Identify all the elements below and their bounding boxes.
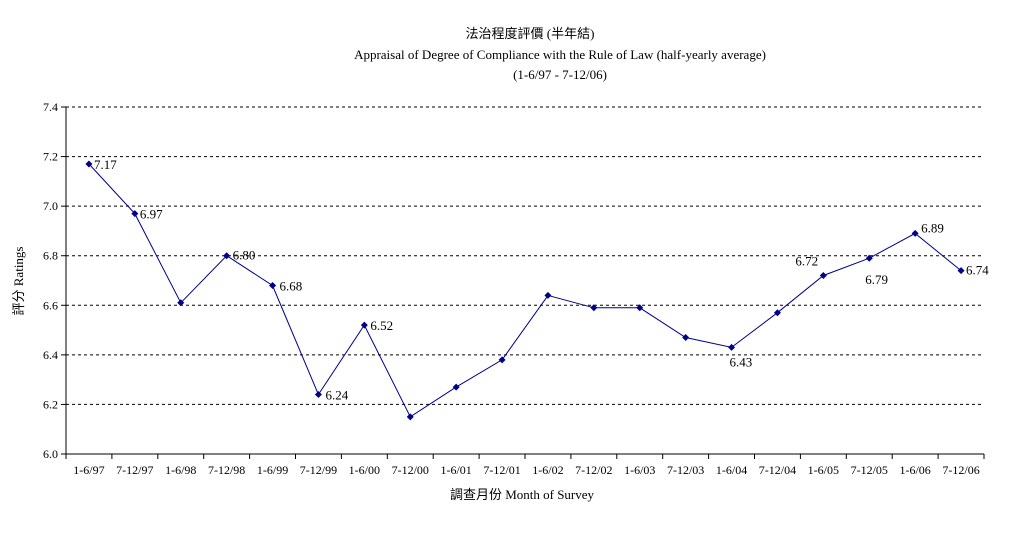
data-point-marker	[865, 254, 873, 262]
x-tick-label: 1-6/98	[165, 463, 196, 477]
chart-subtitle: Appraisal of Degree of Compliance with t…	[354, 47, 766, 62]
x-tick-label: 7-12/04	[759, 463, 796, 477]
x-tick-label: 1-6/02	[532, 463, 563, 477]
x-axis-label: 調查月份 Month of Survey	[450, 487, 595, 502]
axes	[61, 106, 985, 459]
x-tick-label: 7-12/99	[300, 463, 337, 477]
data-label: 6.97	[140, 207, 163, 222]
y-tick-label: 7.4	[43, 100, 58, 114]
data-point-marker	[728, 343, 736, 351]
x-tick-label: 7-12/02	[575, 463, 612, 477]
x-tick-label: 7-12/00	[392, 463, 429, 477]
y-tick-label: 6.0	[43, 447, 58, 461]
series-line	[88, 163, 962, 418]
data-point-marker	[314, 391, 322, 399]
data-label: 6.72	[795, 254, 818, 269]
data-point-marker	[177, 299, 185, 307]
y-tick-label: 6.2	[43, 397, 58, 411]
data-point-marker	[682, 334, 690, 342]
data-point-marker	[360, 321, 368, 329]
gridlines	[66, 106, 984, 405]
x-tick-label: 7-12/98	[208, 463, 245, 477]
data-point-marker	[406, 413, 414, 421]
x-tick-label: 7-12/05	[851, 463, 888, 477]
data-labels-group: 7.17 6.97 6.80 6.68 6.24 6.52 6.43 6.72 6.79 6.89…	[94, 157, 989, 403]
data-label: 6.74	[966, 263, 989, 278]
x-tick-label: 1-6/99	[257, 463, 288, 477]
data-label: 6.80	[233, 248, 256, 263]
data-point-marker	[636, 304, 644, 312]
series-group	[88, 163, 962, 418]
chart-subtitle-range: (1-6/97 - 7-12/06)	[513, 67, 607, 82]
y-tick-label: 6.4	[43, 348, 58, 362]
data-point-marker	[911, 229, 919, 237]
x-tick-label: 7-12/06	[942, 463, 979, 477]
y-tick-label: 6.8	[43, 249, 58, 263]
y-tick-label: 7.0	[43, 199, 58, 213]
data-point-marker	[131, 210, 139, 218]
data-point-marker	[544, 291, 552, 299]
x-tick-labels: 1-6/97 7-12/97 1-6/98 7-12/98 1-6/99 7-12/99 1…	[73, 463, 979, 477]
y-axis-label: 評分 Ratings	[11, 247, 26, 316]
data-point-marker	[590, 304, 598, 312]
data-label: 6.89	[921, 220, 944, 235]
x-tick-label: 7-12/03	[667, 463, 704, 477]
data-label: 6.68	[280, 278, 303, 293]
x-tick-label: 7-12/01	[483, 463, 520, 477]
markers-group	[85, 160, 965, 421]
data-label: 6.52	[370, 318, 393, 333]
data-label: 6.24	[325, 388, 348, 403]
chart-title: 法治程度評價 (半年結)	[466, 26, 595, 41]
data-point-marker	[223, 252, 231, 260]
data-label: 7.17	[94, 157, 117, 172]
data-point-marker	[819, 272, 827, 280]
x-tick-label: 1-6/05	[808, 463, 839, 477]
data-point-marker	[773, 309, 781, 317]
y-tick-label: 6.6	[43, 298, 58, 312]
x-tick-label: 1-6/97	[73, 463, 104, 477]
x-tick-label: 1-6/03	[624, 463, 655, 477]
data-point-marker	[498, 356, 506, 364]
data-label: 6.79	[865, 272, 888, 287]
x-tick-label: 1-6/04	[716, 463, 747, 477]
x-tick-label: 1-6/06	[899, 463, 930, 477]
data-point-marker	[452, 383, 460, 391]
data-point-marker	[957, 267, 965, 275]
data-point-marker	[85, 160, 93, 168]
x-tick-label: 1-6/00	[349, 463, 380, 477]
data-label: 6.43	[730, 354, 753, 369]
x-tick-label: 1-6/01	[440, 463, 471, 477]
data-point-marker	[269, 281, 277, 289]
x-tick-label: 7-12/97	[116, 463, 153, 477]
y-tick-label: 7.2	[43, 150, 58, 164]
y-tick-labels: 6.0 6.2 6.4 6.6 6.8 7.0 7.2 7.4	[43, 100, 58, 461]
